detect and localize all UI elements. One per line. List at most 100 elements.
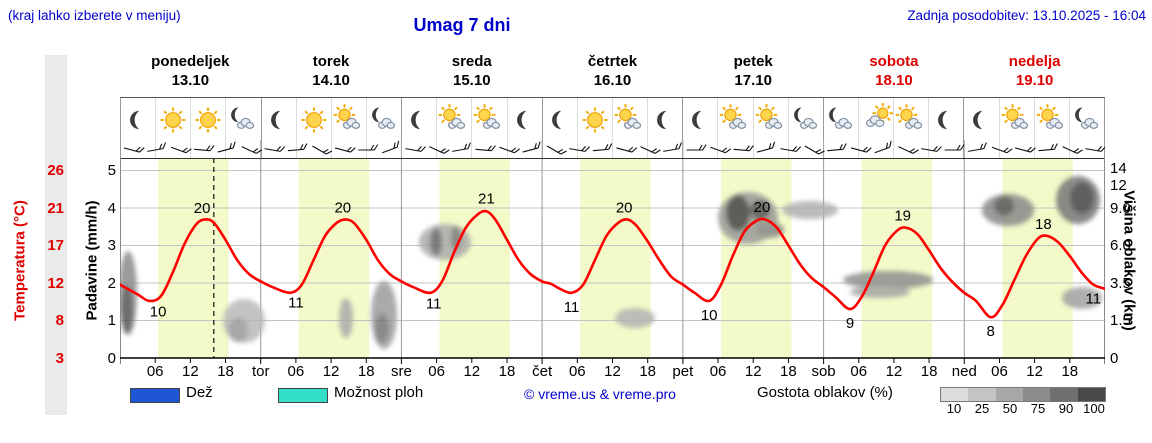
cloud-cover-layer (120, 176, 1102, 349)
forecast-icon-cell (543, 98, 578, 158)
weather-icon-moon (551, 110, 561, 130)
moon-icon (1074, 107, 1083, 123)
weather-icon-moon-cloud (793, 107, 817, 129)
precip-axis-tick: 2 (107, 274, 116, 292)
forecast-icon-cell (156, 98, 192, 158)
weather-icon-moon (973, 110, 983, 130)
wind-barb-icon (874, 140, 892, 154)
x-axis-hour-label: 18 (639, 363, 657, 380)
x-axis-hour-label: 06 (287, 363, 305, 380)
temperature-value-label: 20 (194, 200, 211, 217)
temperature-value-label: 20 (754, 199, 771, 216)
wind-barb-icon (452, 142, 471, 152)
wind-barb-icon (1062, 146, 1083, 154)
cloud-density-tick: 10 (946, 401, 962, 416)
temp-axis-tick: 17 (47, 237, 64, 254)
weather-icon-sun-cloud (895, 104, 923, 129)
weather-icon-moon (692, 110, 702, 130)
wind-barb-icon (475, 145, 496, 152)
temperature-value-label: 11 (564, 299, 580, 316)
cloud-density-swatch (995, 388, 1023, 401)
forecast-icon-cell (402, 98, 438, 158)
cloud-height-axis-tick: 0 (1110, 349, 1119, 367)
showers-legend-label: Možnost ploh (334, 384, 424, 401)
weather-icon-moon (270, 110, 280, 130)
moon-icon (130, 110, 140, 130)
rain-legend-swatch (130, 388, 180, 403)
wind-barb-icon (968, 142, 987, 152)
day-header-sreda: sreda 15.10 (451, 53, 492, 89)
moon-icon (692, 110, 702, 130)
temp-axis-tick: 26 (47, 162, 64, 179)
wind-barb-icon (241, 146, 263, 154)
moon-icon (516, 110, 526, 130)
sun-icon (195, 107, 221, 133)
cloud-icon (1045, 117, 1063, 129)
cloud-density-swatch (968, 388, 996, 401)
x-axis-hour-label: 12 (322, 363, 340, 380)
forecast-icon-cell (191, 98, 227, 158)
wind-barb-icon (312, 145, 333, 155)
weather-icon-moon-cloud (1074, 107, 1098, 129)
temperature-value-label: 9 (846, 315, 854, 332)
precip-axis-tick: 0 (107, 349, 116, 367)
wind-barb-icon (287, 143, 308, 152)
x-axis-day-label: sre (391, 363, 412, 380)
x-axis-hour-label: 06 (146, 363, 164, 380)
wind-barb-icon (898, 146, 919, 154)
wind-barb-icon (405, 146, 426, 152)
day-header-petek: petek 17.10 (733, 53, 773, 89)
forecast-icon-cell (578, 98, 613, 158)
temp-axis-tick: 8 (55, 312, 64, 329)
wind-barb-icon (522, 141, 541, 153)
forecast-icon-cell (894, 98, 930, 158)
weather-icon-sun-cloud (1001, 104, 1028, 129)
weather-icon-sun-cloud (720, 104, 747, 129)
cloud-icon (764, 117, 782, 129)
forecast-icon-cell (262, 98, 297, 158)
cloud-icon (237, 117, 255, 129)
x-axis-hour-label: 18 (357, 363, 375, 380)
meteogram-plot: 10 20 11 20 11 21 11 20 10 20 9 19 8 18 11 (120, 158, 1105, 364)
cloud-icon (378, 117, 396, 129)
forecast-icon-cell (964, 98, 1000, 158)
temperature-value-label: 11 (288, 295, 304, 312)
x-axis-hour-label: 06 (568, 363, 586, 380)
wind-barb-icon (991, 146, 1013, 154)
weather-icon-sun (301, 107, 327, 133)
cloud-density-tick: 100 (1083, 401, 1105, 416)
moon-icon (551, 110, 561, 130)
weather-icon-moon (657, 110, 667, 130)
weather-icon-row (120, 97, 1105, 158)
x-axis-day-label: čet (532, 363, 553, 380)
wind-barb-icon (147, 142, 167, 152)
x-axis-hour-label: 12 (182, 363, 199, 380)
copyright-link[interactable]: © vreme.us & vreme.pro (524, 386, 676, 402)
wind-barb-icon (804, 145, 825, 155)
forecast-icon-cell (754, 98, 789, 158)
forecast-icon-cell (718, 98, 754, 158)
x-axis-hour-label: 12 (744, 363, 762, 380)
x-axis-hour-label: 06 (709, 363, 727, 380)
wind-barb-icon (170, 146, 192, 154)
wind-barb-icon (569, 146, 590, 152)
x-axis-day-label: pet (672, 363, 694, 380)
temperature-curve (120, 209, 1105, 319)
wind-barb-icon (616, 146, 638, 153)
wind-barb-icon (194, 145, 215, 152)
moon-icon (372, 107, 380, 123)
temperature-axis-title: Temperatura (°C) (11, 200, 29, 321)
sun-icon (333, 104, 356, 126)
temperature-value-label: 8 (987, 323, 995, 340)
precip-axis-tick: 5 (107, 162, 116, 179)
forecast-icon-cell (648, 98, 684, 158)
weather-icon-moon (130, 110, 140, 130)
wind-barb-icon (827, 143, 847, 152)
x-axis-hour-label: 18 (920, 363, 938, 380)
cloud-density-tick: 50 (1002, 401, 1018, 416)
weather-icon-moon (938, 110, 948, 130)
cloud-density-swatch (1050, 388, 1078, 401)
moon-icon (657, 110, 667, 130)
wind-barb-icon (592, 143, 613, 152)
forecast-icon-cell (683, 98, 719, 158)
